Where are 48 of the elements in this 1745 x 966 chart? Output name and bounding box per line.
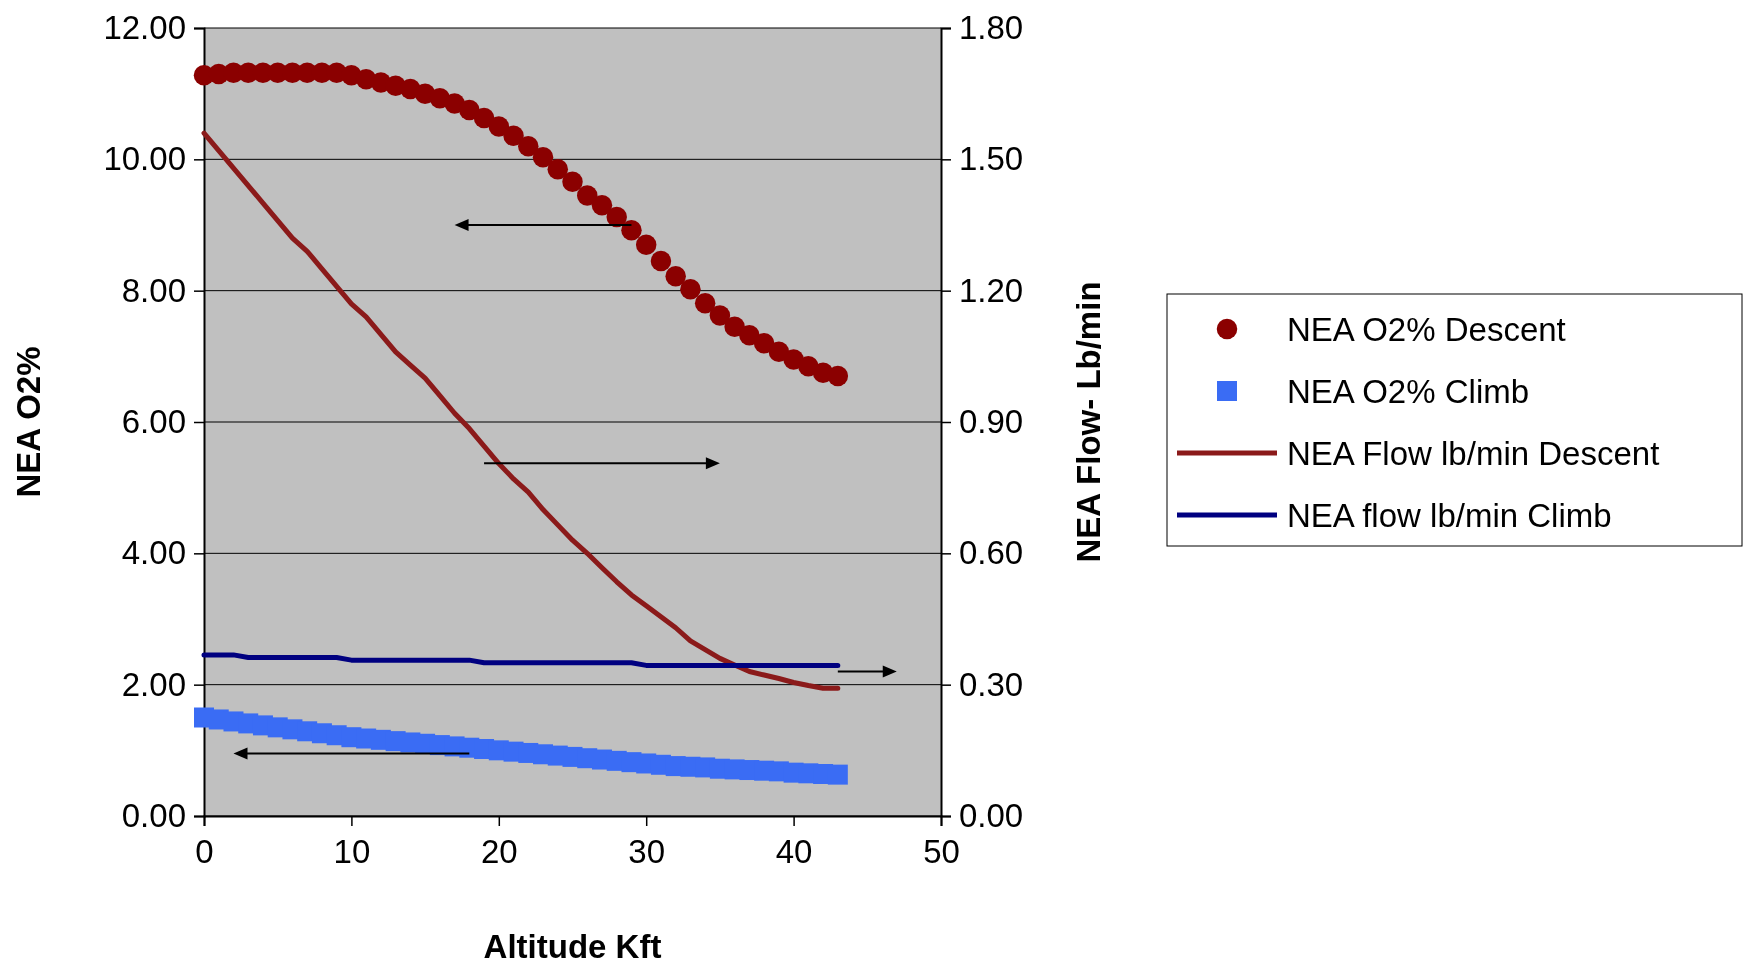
legend-label: NEA flow lb/min Climb [1287, 497, 1612, 534]
y2-tick-label: 0.90 [959, 403, 1024, 441]
point [547, 158, 569, 180]
point [680, 279, 701, 300]
y-tick-label: 2.00 [121, 665, 186, 703]
y2-tick-label: 1.80 [959, 9, 1024, 47]
point [473, 107, 495, 129]
y2-tick-label: 0.60 [959, 534, 1024, 572]
point [650, 250, 672, 272]
y-tick-label: 8.00 [121, 271, 186, 309]
point [562, 171, 583, 192]
y-tick-label: 4.00 [121, 534, 186, 572]
y2-tick-label: 1.50 [959, 140, 1024, 178]
point [532, 147, 554, 168]
y-tick-label: 10.00 [103, 140, 186, 178]
y2-tick-label: 0.30 [959, 665, 1024, 703]
legend-label: NEA O2% Climb [1287, 373, 1530, 410]
y2-tick-label: 1.20 [959, 271, 1024, 309]
point [709, 305, 731, 326]
point [503, 125, 524, 146]
y2-axis-title: NEA Flow- Lb/min [1070, 281, 1107, 563]
x-tick-label: 50 [923, 833, 960, 871]
point [606, 206, 627, 228]
point [488, 116, 510, 137]
y2-tick-label: 0.00 [959, 797, 1024, 835]
x-tick-label: 20 [480, 833, 518, 871]
x-axis-title: Altitude Kft [483, 928, 662, 965]
legend-label: NEA Flow lb/min Descent [1287, 435, 1660, 472]
point [635, 234, 657, 255]
x-tick-label: 10 [333, 833, 371, 871]
point [694, 292, 716, 314]
point [621, 220, 642, 241]
x-tick-label: 40 [775, 833, 813, 871]
point [591, 195, 613, 216]
y-tick-label: 6.00 [121, 403, 186, 441]
point [576, 185, 598, 206]
point [753, 332, 775, 354]
point [827, 365, 849, 387]
y-tick-label: 0.00 [121, 797, 186, 835]
y-tick-label: 12.00 [103, 9, 186, 47]
legend-label: NEA O2% Descent [1287, 311, 1566, 348]
x-tick-label: 30 [628, 833, 666, 871]
point [518, 135, 539, 157]
point [827, 764, 848, 785]
y-axis-title: NEA O2% [10, 346, 47, 498]
x-tick-label: 0 [195, 833, 214, 871]
point [724, 316, 745, 338]
point [665, 265, 686, 287]
